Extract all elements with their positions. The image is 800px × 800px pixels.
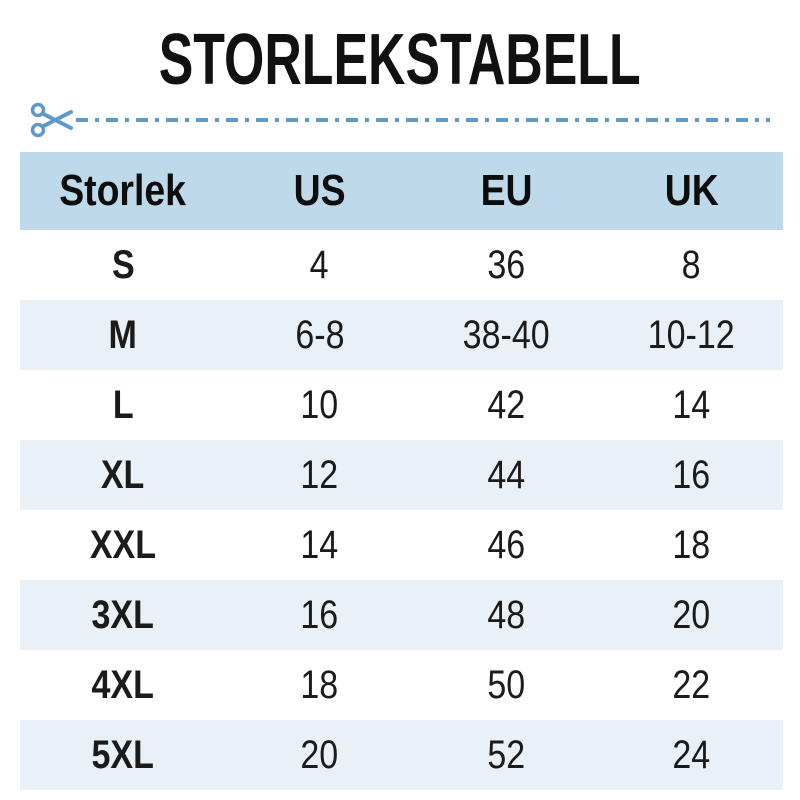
uk-cell: 8 — [681, 242, 701, 287]
title-wrap: STORLEKSTABELL — [0, 24, 800, 96]
eu-cell: 46 — [487, 522, 526, 567]
header-cell-uk: UK — [664, 166, 719, 215]
table-row-4xl: 4XL 18 50 22 — [20, 650, 783, 720]
size-cell: XXL — [89, 522, 157, 567]
uk-cell: 18 — [672, 522, 711, 567]
us-cell: 10 — [300, 382, 339, 427]
size-table: Storlek US EU UK S 4 36 8 M 6-8 38-40 10… — [20, 152, 783, 790]
header-cell-eu: EU — [480, 166, 533, 215]
us-cell: 6-8 — [294, 312, 345, 357]
uk-cell: 14 — [672, 382, 711, 427]
eu-cell: 38-40 — [462, 312, 550, 357]
table-row-3xl: 3XL 16 48 20 — [20, 580, 783, 650]
uk-cell: 22 — [672, 662, 711, 707]
eu-cell: 52 — [487, 732, 526, 777]
eu-cell: 42 — [487, 382, 526, 427]
size-cell: 4XL — [91, 662, 155, 707]
eu-cell: 44 — [487, 452, 526, 497]
uk-cell: 16 — [672, 452, 711, 497]
table-row-m: M 6-8 38-40 10-12 — [20, 300, 783, 370]
size-cell: 5XL — [91, 732, 155, 777]
us-cell: 16 — [300, 592, 339, 637]
table-row-5xl: 5XL 20 52 24 — [20, 720, 783, 790]
eu-cell: 48 — [487, 592, 526, 637]
eu-cell: 50 — [487, 662, 526, 707]
size-chart-page: STORLEKSTABELL Storlek US EU UK S 4 36 8… — [0, 24, 800, 790]
header-cell-storlek: Storlek — [59, 166, 187, 215]
us-cell: 4 — [309, 242, 329, 287]
header-cell-us: US — [293, 166, 346, 215]
table-row-xxl: XXL 14 46 18 — [20, 510, 783, 580]
eu-cell: 36 — [487, 242, 526, 287]
us-cell: 12 — [300, 452, 339, 497]
us-cell: 18 — [300, 662, 339, 707]
cut-line — [30, 100, 800, 140]
table-row-xl: XL 12 44 16 — [20, 440, 783, 510]
page-title: STORLEKSTABELL — [159, 20, 641, 100]
size-cell: L — [112, 382, 134, 427]
uk-cell: 24 — [672, 732, 711, 777]
us-cell: 20 — [300, 732, 339, 777]
dashed-cut-line — [76, 118, 770, 122]
size-cell: M — [108, 312, 138, 357]
uk-cell: 10-12 — [647, 312, 735, 357]
scissors-icon — [30, 102, 73, 138]
us-cell: 14 — [300, 522, 339, 567]
table-row-l: L 10 42 14 — [20, 370, 783, 440]
uk-cell: 20 — [672, 592, 711, 637]
size-cell: 3XL — [91, 592, 155, 637]
size-cell: XL — [101, 452, 145, 497]
table-header-row: Storlek US EU UK — [20, 152, 783, 230]
table-row-s: S 4 36 8 — [20, 230, 783, 300]
size-cell: S — [111, 242, 135, 287]
